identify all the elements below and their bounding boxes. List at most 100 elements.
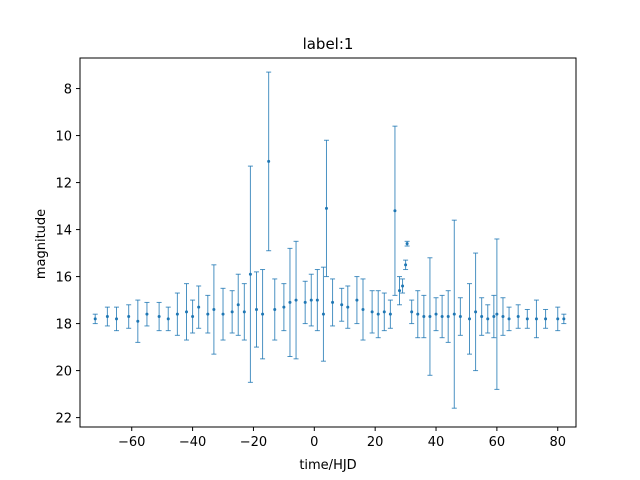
data-point-group — [211, 264, 217, 355]
x-tick-label: 60 — [489, 435, 506, 450]
data-point — [236, 303, 240, 307]
data-point — [206, 312, 210, 316]
data-point-group — [114, 306, 120, 332]
data-point — [486, 317, 490, 321]
data-point-group — [241, 283, 247, 341]
data-point — [248, 272, 252, 276]
x-tick-label: 20 — [367, 435, 384, 450]
data-point-group — [457, 297, 463, 336]
x-tick-label: 80 — [549, 435, 566, 450]
data-point-group — [491, 294, 497, 339]
data-point-group — [485, 304, 491, 334]
data-point — [393, 209, 397, 213]
data-point — [474, 310, 478, 314]
data-point-group — [345, 285, 351, 329]
data-point-group — [369, 290, 375, 334]
data-point-group — [281, 283, 287, 332]
data-point — [242, 310, 246, 314]
data-point-group — [397, 276, 403, 306]
data-point — [405, 242, 409, 246]
data-point-group — [500, 297, 506, 336]
data-point-group — [302, 280, 308, 325]
data-point-group — [409, 299, 415, 325]
x-tick-label: 0 — [310, 435, 318, 450]
data-point — [556, 317, 560, 321]
data-point-group — [543, 308, 549, 329]
y-axis: 8 10 12 14 16 18 20 22 — [55, 83, 80, 427]
data-point — [370, 310, 374, 314]
data-point-group — [272, 278, 278, 341]
data-point-group — [387, 299, 393, 329]
x-tick-label: −20 — [240, 435, 267, 450]
data-point — [145, 312, 149, 316]
data-point — [185, 310, 189, 314]
data-point — [267, 159, 271, 163]
data-point — [191, 315, 195, 319]
x-tick-label: −60 — [118, 435, 145, 450]
data-point-group — [144, 301, 150, 327]
x-tick-label: −40 — [179, 435, 206, 450]
data-point — [434, 312, 438, 316]
data-point-group — [184, 283, 190, 341]
data-point — [136, 319, 140, 323]
data-point-group — [494, 238, 500, 390]
data-point — [452, 312, 456, 316]
data-point-group — [229, 290, 235, 334]
y-tick-label: 10 — [55, 130, 72, 145]
data-point — [516, 315, 520, 319]
data-point-group — [561, 313, 567, 325]
data-point-group — [433, 297, 439, 332]
data-point — [422, 315, 426, 319]
data-point — [115, 317, 119, 321]
data-point-group — [360, 278, 366, 341]
data-point-group — [445, 290, 451, 343]
data-point-group — [165, 306, 171, 332]
data-point-group — [403, 259, 409, 271]
data-point — [428, 315, 432, 319]
x-axis-label: time/HJD — [299, 458, 356, 473]
data-point — [446, 315, 450, 319]
data-point-group — [174, 292, 180, 336]
data-point-group — [156, 301, 162, 332]
y-tick-label: 16 — [55, 271, 72, 286]
data-point — [309, 298, 313, 302]
data-point-group — [235, 273, 241, 336]
data-point — [273, 307, 277, 311]
chart-title: label:1 — [303, 35, 354, 53]
x-axis: −60 −40 −20 0 20 40 60 80 — [118, 427, 566, 450]
data-point — [401, 284, 405, 288]
data-point-group — [427, 257, 433, 376]
y-tick-label: 20 — [55, 365, 72, 380]
data-point — [197, 305, 201, 309]
data-point — [388, 312, 392, 316]
data-point — [495, 312, 499, 316]
data-point — [534, 317, 538, 321]
x-tick-label: 40 — [428, 435, 445, 450]
data-point-group — [308, 273, 314, 327]
data-point — [492, 315, 496, 319]
data-point-group — [135, 299, 141, 343]
data-point — [416, 312, 420, 316]
data-point — [376, 312, 380, 316]
data-point — [166, 317, 170, 321]
y-tick-label: 22 — [55, 412, 72, 427]
data-point-group — [354, 276, 360, 325]
data-point — [507, 317, 511, 321]
data-point-group — [339, 287, 345, 322]
axes-frame — [79, 57, 577, 428]
data-point — [544, 317, 548, 321]
data-point-group — [404, 240, 410, 247]
y-tick-label: 18 — [55, 318, 72, 333]
plot-area — [92, 71, 567, 409]
data-point-group — [439, 294, 445, 339]
data-point-group — [479, 297, 485, 336]
data-point-group — [220, 287, 226, 341]
data-point — [288, 300, 292, 304]
data-point — [315, 298, 319, 302]
data-point — [254, 307, 258, 311]
data-point-group — [515, 304, 521, 329]
data-point-group — [421, 294, 427, 339]
data-point — [93, 317, 97, 321]
